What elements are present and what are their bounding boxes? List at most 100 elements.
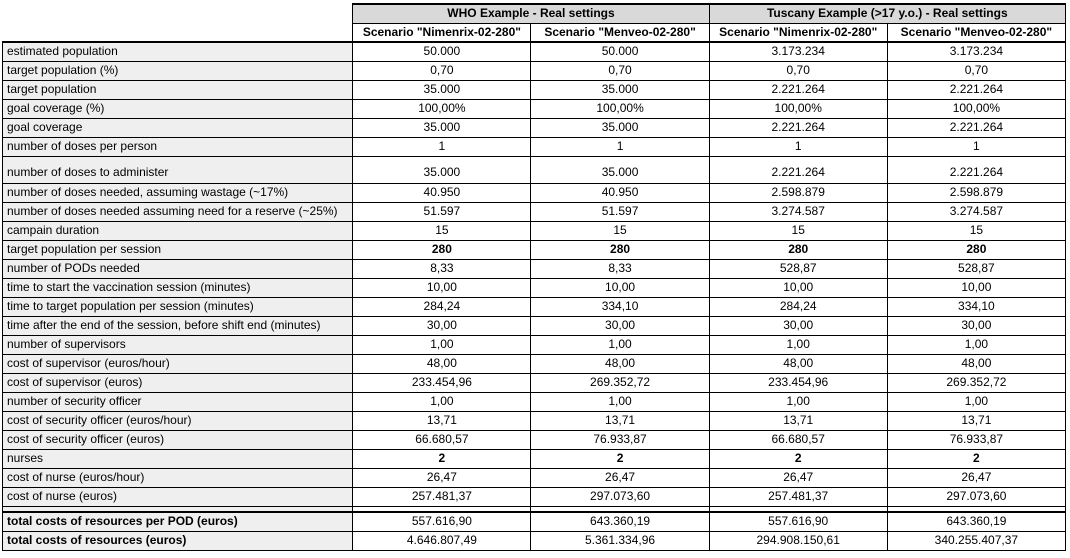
value-cell: 35.000 bbox=[530, 155, 710, 184]
value-cell: 3.173.234 bbox=[708, 41, 888, 62]
value-cell: 48,00 bbox=[708, 353, 888, 374]
table-row: cost of security officer (euros) 66.680,5… bbox=[1, 429, 1067, 450]
row-label: total costs of resources (euros) bbox=[1, 530, 354, 551]
table-row: time to start the vaccination session (m… bbox=[1, 277, 1067, 298]
value-cell: 100,00% bbox=[886, 98, 1067, 119]
table-row: cost of nurse (euros) 257.481,37 297.073,6… bbox=[1, 486, 1067, 507]
row-label: time to start the vaccination session (m… bbox=[1, 277, 354, 298]
row-label: number of PODs needed bbox=[1, 258, 354, 279]
value-cell: 284,24 bbox=[708, 296, 888, 317]
value-cell: 2.598.879 bbox=[708, 182, 888, 203]
value-cell: 13,71 bbox=[886, 410, 1067, 431]
value-cell: 643.360,19 bbox=[530, 511, 710, 532]
value-cell: 3.173.234 bbox=[886, 41, 1067, 62]
table-row: campain duration 15 15 15 15 bbox=[1, 220, 1067, 241]
table-row: target population per session 280 280 280 28… bbox=[1, 239, 1067, 260]
value-cell: 15 bbox=[708, 220, 888, 241]
value-cell: 26,47 bbox=[886, 467, 1067, 488]
value-cell: 2.221.264 bbox=[886, 117, 1067, 138]
value-cell: 10,00 bbox=[886, 277, 1067, 298]
scenario-header-row: Scenario "Nimenrix-02-280" Scenario "Men… bbox=[2, 22, 1067, 43]
row-label: cost of security officer (euros/hour) bbox=[1, 410, 354, 431]
scenario-header-who-nimenrix: Scenario "Nimenrix-02-280" bbox=[352, 22, 532, 43]
table-row: goal coverage (%) 100,00% 100,00% 100,00% 10… bbox=[1, 98, 1067, 119]
value-cell: 284,24 bbox=[352, 296, 532, 317]
value-cell: 297.073,60 bbox=[886, 486, 1067, 507]
value-cell: 233.454,96 bbox=[708, 372, 888, 393]
value-cell: 48,00 bbox=[530, 353, 710, 374]
value-cell: 40.950 bbox=[352, 182, 532, 203]
value-cell: 50.000 bbox=[530, 41, 710, 62]
table-body: estimated population 50.000 50.000 3.173.23… bbox=[1, 41, 1067, 551]
row-label: number of supervisors bbox=[1, 334, 354, 355]
value-cell: 2 bbox=[886, 448, 1067, 469]
value-cell: 269.352,72 bbox=[886, 372, 1067, 393]
row-label: estimated population bbox=[1, 41, 354, 62]
value-cell: 50.000 bbox=[352, 41, 532, 62]
value-cell: 30,00 bbox=[530, 315, 710, 336]
value-cell: 66.680,57 bbox=[352, 429, 532, 450]
value-cell: 257.481,37 bbox=[708, 486, 888, 507]
value-cell: 15 bbox=[886, 220, 1067, 241]
table-row: number of doses per person 1 1 1 1 bbox=[1, 136, 1067, 157]
table-row: estimated population 50.000 50.000 3.173.23… bbox=[1, 41, 1067, 62]
value-cell: 0,70 bbox=[708, 60, 888, 81]
value-cell: 76.933,87 bbox=[886, 429, 1067, 450]
table-row: number of doses needed assuming need for… bbox=[1, 201, 1067, 222]
value-cell: 528,87 bbox=[708, 258, 888, 279]
value-cell: 1 bbox=[708, 136, 888, 157]
value-cell: 528,87 bbox=[886, 258, 1067, 279]
cost-comparison-table: WHO Example - Real settings Tuscany Exam… bbox=[1, 3, 1067, 551]
row-label: number of security officer bbox=[1, 391, 354, 412]
value-cell: 48,00 bbox=[886, 353, 1067, 374]
value-cell: 15 bbox=[530, 220, 710, 241]
table-row: number of doses to administer 35.000 35.00… bbox=[1, 155, 1067, 184]
value-cell: 297.073,60 bbox=[530, 486, 710, 507]
value-cell: 0,70 bbox=[886, 60, 1067, 81]
value-cell: 257.481,37 bbox=[352, 486, 532, 507]
value-cell: 4.646.807,49 bbox=[352, 530, 532, 551]
row-label: target population (%) bbox=[1, 60, 354, 81]
scenario-header-tuscany-menveo: Scenario "Menveo-02-280" bbox=[886, 22, 1067, 43]
row-label: total costs of resources per POD (euros) bbox=[1, 511, 354, 532]
value-cell: 233.454,96 bbox=[352, 372, 532, 393]
value-cell: 10,00 bbox=[708, 277, 888, 298]
value-cell: 35.000 bbox=[530, 79, 710, 100]
value-cell: 1,00 bbox=[530, 334, 710, 355]
value-cell: 2.221.264 bbox=[708, 79, 888, 100]
table-row: total costs of resources per POD (euros)… bbox=[1, 511, 1067, 532]
value-cell: 35.000 bbox=[530, 117, 710, 138]
value-cell: 66.680,57 bbox=[708, 429, 888, 450]
value-cell: 76.933,87 bbox=[530, 429, 710, 450]
value-cell: 334,10 bbox=[886, 296, 1067, 317]
row-label: nurses bbox=[1, 448, 354, 469]
value-cell: 2.221.264 bbox=[886, 155, 1067, 184]
value-cell: 40.950 bbox=[530, 182, 710, 203]
value-cell: 13,71 bbox=[708, 410, 888, 431]
value-cell: 8,33 bbox=[352, 258, 532, 279]
row-label: cost of supervisor (euros/hour) bbox=[1, 353, 354, 374]
scenario-header-tuscany-nimenrix: Scenario "Nimenrix-02-280" bbox=[708, 22, 888, 43]
value-cell: 51.597 bbox=[530, 201, 710, 222]
row-label: time after the end of the session, befor… bbox=[1, 315, 354, 336]
group-header-who: WHO Example - Real settings bbox=[352, 3, 710, 24]
row-label: goal coverage (%) bbox=[1, 98, 354, 119]
value-cell: 30,00 bbox=[352, 315, 532, 336]
value-cell: 643.360,19 bbox=[886, 511, 1067, 532]
table-row: goal coverage 35.000 35.000 2.221.264 2.221.… bbox=[1, 117, 1067, 138]
table-row: number of supervisors 1,00 1,00 1,00 1,00 bbox=[1, 334, 1067, 355]
corner-blank-cell bbox=[2, 23, 353, 42]
value-cell: 100,00% bbox=[352, 98, 532, 119]
value-cell: 10,00 bbox=[352, 277, 532, 298]
value-cell: 2 bbox=[708, 448, 888, 469]
row-label: target population per session bbox=[1, 239, 354, 260]
table-row: cost of nurse (euros/hour) 26,47 26,47 26,4… bbox=[1, 467, 1067, 488]
corner-blank-cell bbox=[2, 4, 353, 23]
value-cell: 280 bbox=[708, 239, 888, 260]
value-cell: 280 bbox=[530, 239, 710, 260]
table-row: target population 35.000 35.000 2.221.264 2.… bbox=[1, 79, 1067, 100]
value-cell: 1,00 bbox=[530, 391, 710, 412]
value-cell: 8,33 bbox=[530, 258, 710, 279]
row-label: cost of nurse (euros/hour) bbox=[1, 467, 354, 488]
